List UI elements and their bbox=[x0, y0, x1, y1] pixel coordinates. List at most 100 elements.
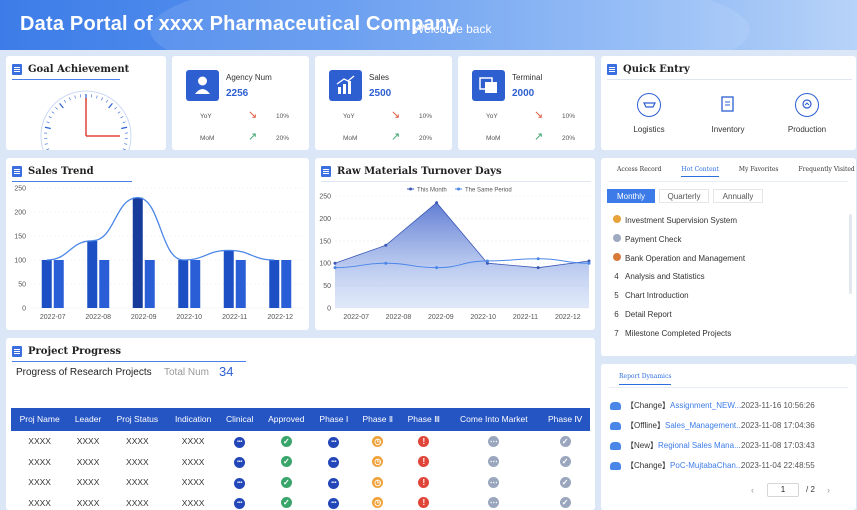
person-icon bbox=[186, 70, 219, 101]
quick-entry-production[interactable]: Production bbox=[777, 93, 837, 134]
status-cell: ! bbox=[400, 493, 447, 510]
hot-content-item[interactable]: Bank Operation and Management bbox=[611, 253, 745, 263]
same-period-point bbox=[333, 266, 337, 270]
blue-status-icon: ••• bbox=[328, 477, 340, 489]
status-cell: ⋯ bbox=[447, 452, 540, 473]
dynamic-link[interactable]: Sales_Management... bbox=[664, 421, 743, 430]
rank-medal bbox=[611, 215, 622, 225]
x-tick-label: 2022-07 bbox=[40, 314, 66, 321]
orange-status-icon: ◷ bbox=[372, 476, 384, 488]
tab-report-dynamics[interactable]: Report Dynamics bbox=[619, 373, 672, 385]
table-row[interactable]: XXXX XXXX XXXX XXXX ••• ✓ ••• ◷! ⋯ ✓ bbox=[11, 493, 590, 510]
status-cell: ••• bbox=[313, 493, 356, 510]
period-annually-button[interactable]: Annually bbox=[713, 189, 763, 203]
this-month-area bbox=[335, 202, 589, 308]
gauge-tick bbox=[108, 102, 113, 109]
quick-entry-title: Quick Entry bbox=[607, 60, 690, 78]
gauge-tick bbox=[101, 97, 103, 101]
report-dynamic-item[interactable]: 【Change】 PoC-MujtabaChan... 2023-11-04 22:… bbox=[610, 460, 815, 471]
gauge-tick bbox=[120, 116, 124, 119]
table-row[interactable]: XXXX XXXX XXXX XXXX ••• ✓ ••• ◷! ⋯ ✓ bbox=[11, 472, 590, 493]
gauge-tick bbox=[114, 107, 117, 110]
panel-title-icon bbox=[607, 63, 617, 75]
blue-status-icon: ••• bbox=[234, 436, 246, 448]
tab-hot-content[interactable]: Hot Content bbox=[681, 166, 719, 177]
hot-content-label: Payment Check bbox=[625, 234, 682, 244]
status-cell: ✓ bbox=[260, 493, 312, 510]
sales-bar bbox=[178, 260, 189, 308]
table-cell: XXXX bbox=[28, 436, 51, 447]
page-input[interactable]: 1 bbox=[767, 483, 799, 497]
table-cell: XXXX bbox=[76, 436, 100, 447]
tab-access-record[interactable]: Access Record bbox=[617, 166, 662, 173]
gray-status-icon: ⋯ bbox=[488, 497, 500, 509]
bar-chart-icon bbox=[329, 70, 362, 101]
report-dynamic-item[interactable]: 【Change】 Assignment_NEW... 2023-11-16 10:5… bbox=[610, 400, 815, 411]
quick-entry-logistics[interactable]: Logistics bbox=[619, 93, 679, 134]
quick-entry-inventory[interactable]: Inventory bbox=[698, 93, 758, 134]
sales-bar bbox=[41, 260, 52, 308]
tab-my-favorites[interactable]: My Favorites bbox=[738, 166, 779, 173]
hot-content-item[interactable]: 5 Chart Introduction bbox=[611, 291, 688, 300]
table-row[interactable]: XXXX XXXX XXXX XXXX ••• ✓ ••• ◷! ⋯ ✓ bbox=[11, 452, 590, 473]
status-cell: ••• bbox=[219, 472, 260, 493]
table-cell: XXXX bbox=[76, 477, 100, 488]
sales-trend-title: Sales Trend bbox=[12, 162, 94, 180]
x-tick-label: 2022-09 bbox=[131, 314, 157, 321]
status-cell: ⋯ bbox=[447, 431, 540, 452]
y-tick-label: 150 bbox=[319, 238, 331, 245]
hot-content-item[interactable]: Payment Check bbox=[611, 234, 681, 244]
table-row[interactable]: XXXX XXXX XXXX XXXX ••• ✓ ••• ◷! ⋯ ✓ bbox=[11, 431, 590, 452]
blue-status-icon: ••• bbox=[328, 436, 340, 448]
period-quarterly-button[interactable]: Quarterly bbox=[659, 189, 709, 203]
y-tick-label: 50 bbox=[18, 282, 26, 289]
total-num-label: Total Num bbox=[164, 367, 210, 378]
report-dynamic-item[interactable]: 【New】 Regional Sales Mana... 2023-11-08 17… bbox=[610, 440, 815, 451]
y-tick-label: 200 bbox=[319, 216, 331, 223]
prev-page-icon[interactable]: ‹ bbox=[751, 485, 754, 495]
yoy-label: YoY bbox=[486, 113, 498, 120]
period-monthly-button[interactable]: Monthly bbox=[607, 189, 655, 203]
column-header: Phase Ⅲ bbox=[400, 408, 448, 431]
hot-content-item[interactable]: 4 Analysis and Statistics bbox=[611, 272, 704, 281]
arrow-up-icon: ↗ bbox=[248, 131, 258, 143]
medal-icon bbox=[612, 253, 621, 261]
gauge-tick bbox=[117, 111, 121, 114]
page-total: / 2 bbox=[806, 485, 815, 494]
green-status-icon: ✓ bbox=[280, 456, 292, 468]
kpi-value: 2000 bbox=[512, 88, 535, 99]
same-period-point bbox=[587, 261, 591, 265]
dynamic-link[interactable]: Assignment_NEW... bbox=[670, 401, 742, 410]
dynamic-link[interactable]: Regional Sales Mana... bbox=[658, 441, 741, 450]
hot-content-item[interactable]: Investment Supervision System bbox=[611, 215, 737, 225]
next-page-icon[interactable]: › bbox=[827, 485, 830, 495]
dynamic-time: 2023-11-08 17:04:36 bbox=[741, 421, 815, 430]
page-title: Data Portal of xxxx Pharmaceutical Compa… bbox=[20, 13, 459, 35]
scrollbar[interactable] bbox=[849, 214, 852, 294]
x-tick-label: 2022-10 bbox=[470, 314, 496, 321]
arrow-down-icon: ↘ bbox=[391, 109, 401, 121]
status-cell: ✓ bbox=[540, 452, 590, 473]
inventory-icon bbox=[716, 93, 740, 117]
project-progress-title-text: Project Progress bbox=[28, 345, 121, 357]
content-tabs: Access Record Hot Content My Favorites F… bbox=[609, 166, 855, 177]
status-cell: ✓ bbox=[260, 431, 312, 452]
tab-frequently-visited[interactable]: Frequently Visited bbox=[798, 166, 855, 173]
blue-status-icon: ••• bbox=[234, 477, 246, 489]
hot-content-panel: Access Record Hot Content My Favorites F… bbox=[601, 158, 856, 356]
sales-bar bbox=[223, 250, 234, 308]
column-header: Indication bbox=[166, 408, 220, 431]
same-period-line bbox=[334, 258, 590, 269]
total-num-value: 34 bbox=[219, 364, 234, 379]
report-dynamic-item[interactable]: 【Offline】 Sales_Management... 2023-11-08 1… bbox=[610, 420, 815, 431]
sales-bar bbox=[190, 260, 201, 308]
hot-content-item[interactable]: 7 Milestone Completed Projects bbox=[611, 329, 731, 338]
dynamic-link[interactable]: PoC-MujtabaChan... bbox=[670, 461, 743, 470]
hot-content-item[interactable]: 6 Detail Report bbox=[611, 310, 671, 319]
x-tick-label: 2022-10 bbox=[176, 314, 202, 321]
mom-value: 20% bbox=[276, 135, 290, 142]
orange-status-icon: ◷ bbox=[372, 435, 384, 447]
gauge-tick bbox=[74, 95, 76, 99]
yoy-label: YoY bbox=[343, 113, 355, 120]
this-month-line bbox=[334, 202, 590, 269]
